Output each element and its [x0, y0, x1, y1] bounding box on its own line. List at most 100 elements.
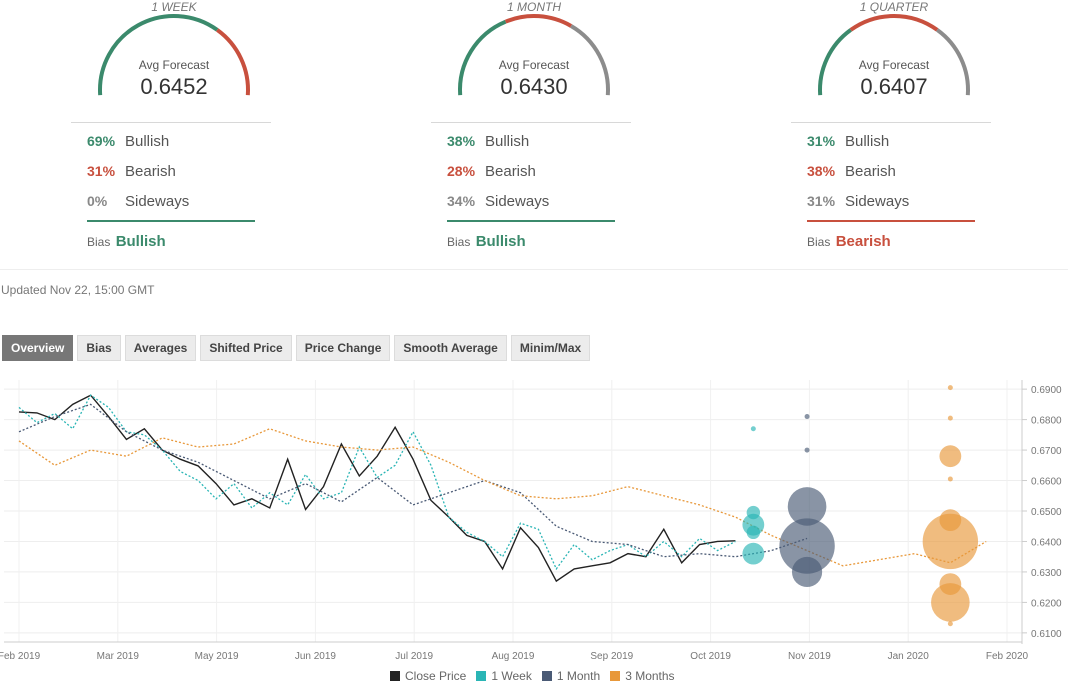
- bullish-label: Bullish: [485, 133, 530, 150]
- avg-forecast-value: 0.6407: [860, 74, 928, 99]
- forecast-bubble: [947, 385, 953, 391]
- tab-price-change[interactable]: Price Change: [295, 335, 391, 361]
- bearish-percent: 28%: [447, 163, 476, 179]
- bearish-label: Bearish: [485, 163, 536, 180]
- forecast-bubble: [947, 476, 953, 482]
- avg-forecast-label: Avg Forecast: [138, 58, 210, 72]
- gauge-bullish-segment: [818, 28, 852, 96]
- forecast-bubble: [791, 556, 823, 588]
- bearish-percent: 31%: [87, 163, 116, 179]
- legend-label: Close Price: [405, 669, 467, 683]
- bias-indicator: Bias Bullish: [447, 233, 526, 250]
- chart-tabs: Overview Bias Averages Shifted Price Pri…: [2, 335, 591, 361]
- chart-grid: [4, 380, 1022, 642]
- y-tick-label: 0.6700: [1031, 446, 1062, 457]
- panel-period: 1 WEEK: [151, 0, 197, 14]
- bias-label: Bias: [87, 235, 111, 249]
- sideways-row: 0% Sideways: [87, 193, 189, 210]
- tab-minim-max[interactable]: Minim/Max: [510, 335, 591, 361]
- panel-period: 1 QUARTER: [859, 0, 929, 14]
- avg-forecast-value: 0.6452: [140, 74, 208, 99]
- x-tick-label: Jan 2020: [888, 651, 930, 662]
- bullish-row: 69% Bullish: [87, 133, 169, 150]
- legend-label: 1 Week: [491, 669, 532, 683]
- forecast-bubble: [947, 621, 953, 627]
- gauge-arc: [458, 14, 610, 96]
- forecast-bubble: [779, 518, 835, 574]
- forecast-bubble: [947, 415, 953, 421]
- y-tick-label: 0.6200: [1031, 598, 1062, 609]
- legend-item-3-months[interactable]: 3 Months: [610, 669, 675, 683]
- bias-value: Bullish: [115, 233, 166, 250]
- bullish-percent: 69%: [87, 133, 116, 149]
- forecast-bubble: [804, 414, 810, 420]
- sideways-percent: 0%: [87, 193, 108, 209]
- tab-bias[interactable]: Bias: [77, 335, 121, 361]
- forecast-bubble: [804, 447, 810, 453]
- forecast-chart: 0.6900 0.6800 0.6700 0.6600 0.6500 0.6400 0.63…: [0, 380, 1062, 662]
- bullish-percent: 38%: [447, 133, 476, 149]
- gauge-sideways-segment: [936, 28, 970, 96]
- bearish-row: 38% Bearish: [807, 163, 896, 180]
- divider: [431, 122, 631, 123]
- tab-shifted-price[interactable]: Shifted Price: [200, 335, 292, 361]
- y-tick-label: 0.6400: [1031, 537, 1062, 548]
- legend-label: 3 Months: [625, 669, 675, 683]
- forecast-bubble: [922, 513, 979, 570]
- x-tick-label: Sep 2019: [590, 651, 633, 662]
- bias-indicator: Bias Bearish: [807, 233, 891, 250]
- bullish-row: 38% Bullish: [447, 133, 529, 150]
- bias-value: Bullish: [475, 233, 526, 250]
- x-tick-label: Oct 2019: [690, 651, 731, 662]
- bias-underline: [87, 220, 255, 222]
- gauge-bearish-segment: [849, 14, 939, 32]
- x-tick-label: Mar 2019: [97, 651, 140, 662]
- divider: [791, 122, 991, 123]
- sideways-percent: 31%: [807, 193, 836, 209]
- legend-item-close-price[interactable]: Close Price: [390, 669, 466, 683]
- bullish-label: Bullish: [125, 133, 170, 150]
- gauge-bullish-segment: [458, 19, 507, 96]
- y-tick-label: 0.6600: [1031, 477, 1062, 488]
- bias-underline: [807, 220, 975, 222]
- bearish-label: Bearish: [125, 163, 176, 180]
- gauge-bearish-segment: [504, 14, 573, 28]
- x-tick-label: Jul 2019: [395, 651, 433, 662]
- bearish-row: 31% Bearish: [87, 163, 176, 180]
- tab-smooth-average[interactable]: Smooth Average: [394, 335, 507, 361]
- panel-period: 1 MONTH: [507, 0, 561, 14]
- bearish-percent: 38%: [807, 163, 836, 179]
- forecast-bubble: [746, 525, 761, 540]
- gauge-arc: [98, 14, 250, 96]
- bias-label: Bias: [807, 235, 831, 249]
- bullish-row: 31% Bullish: [807, 133, 889, 150]
- sideways-row: 31% Sideways: [807, 193, 909, 210]
- forecast-bubble: [939, 445, 962, 468]
- gauge-sideways-segment: [570, 24, 610, 96]
- tab-averages[interactable]: Averages: [124, 335, 197, 361]
- gauge-arc: [818, 14, 970, 96]
- x-tick-label: Aug 2019: [492, 651, 535, 662]
- gauge-bullish-segment: [98, 14, 219, 96]
- sideways-label: Sideways: [845, 193, 910, 210]
- y-tick-label: 0.6100: [1031, 629, 1062, 640]
- legend-swatch: [390, 671, 400, 681]
- legend-item-1-week[interactable]: 1 Week: [476, 669, 532, 683]
- sideways-label: Sideways: [125, 193, 190, 210]
- avg-forecast-value: 0.6430: [500, 74, 568, 99]
- bullish-percent: 31%: [807, 133, 836, 149]
- chart-legend: Close Price 1 Week 1 Month 3 Months: [390, 669, 675, 683]
- x-tick-label: Feb 2020: [986, 651, 1029, 662]
- legend-swatch: [610, 671, 621, 681]
- updated-timestamp: Updated Nov 22, 15:00 GMT: [1, 283, 155, 297]
- bias-indicator: Bias Bullish: [87, 233, 166, 250]
- sideways-row: 34% Sideways: [447, 193, 549, 210]
- avg-forecast-label: Avg Forecast: [498, 58, 570, 72]
- legend-item-1-month[interactable]: 1 Month: [541, 669, 600, 683]
- avg-forecast-label: Avg Forecast: [858, 58, 930, 72]
- tab-overview[interactable]: Overview: [2, 335, 74, 361]
- x-tick-label: May 2019: [195, 651, 239, 662]
- x-tick-label: Nov 2019: [788, 651, 831, 662]
- bearish-row: 28% Bearish: [447, 163, 536, 180]
- y-tick-label: 0.6500: [1031, 507, 1062, 518]
